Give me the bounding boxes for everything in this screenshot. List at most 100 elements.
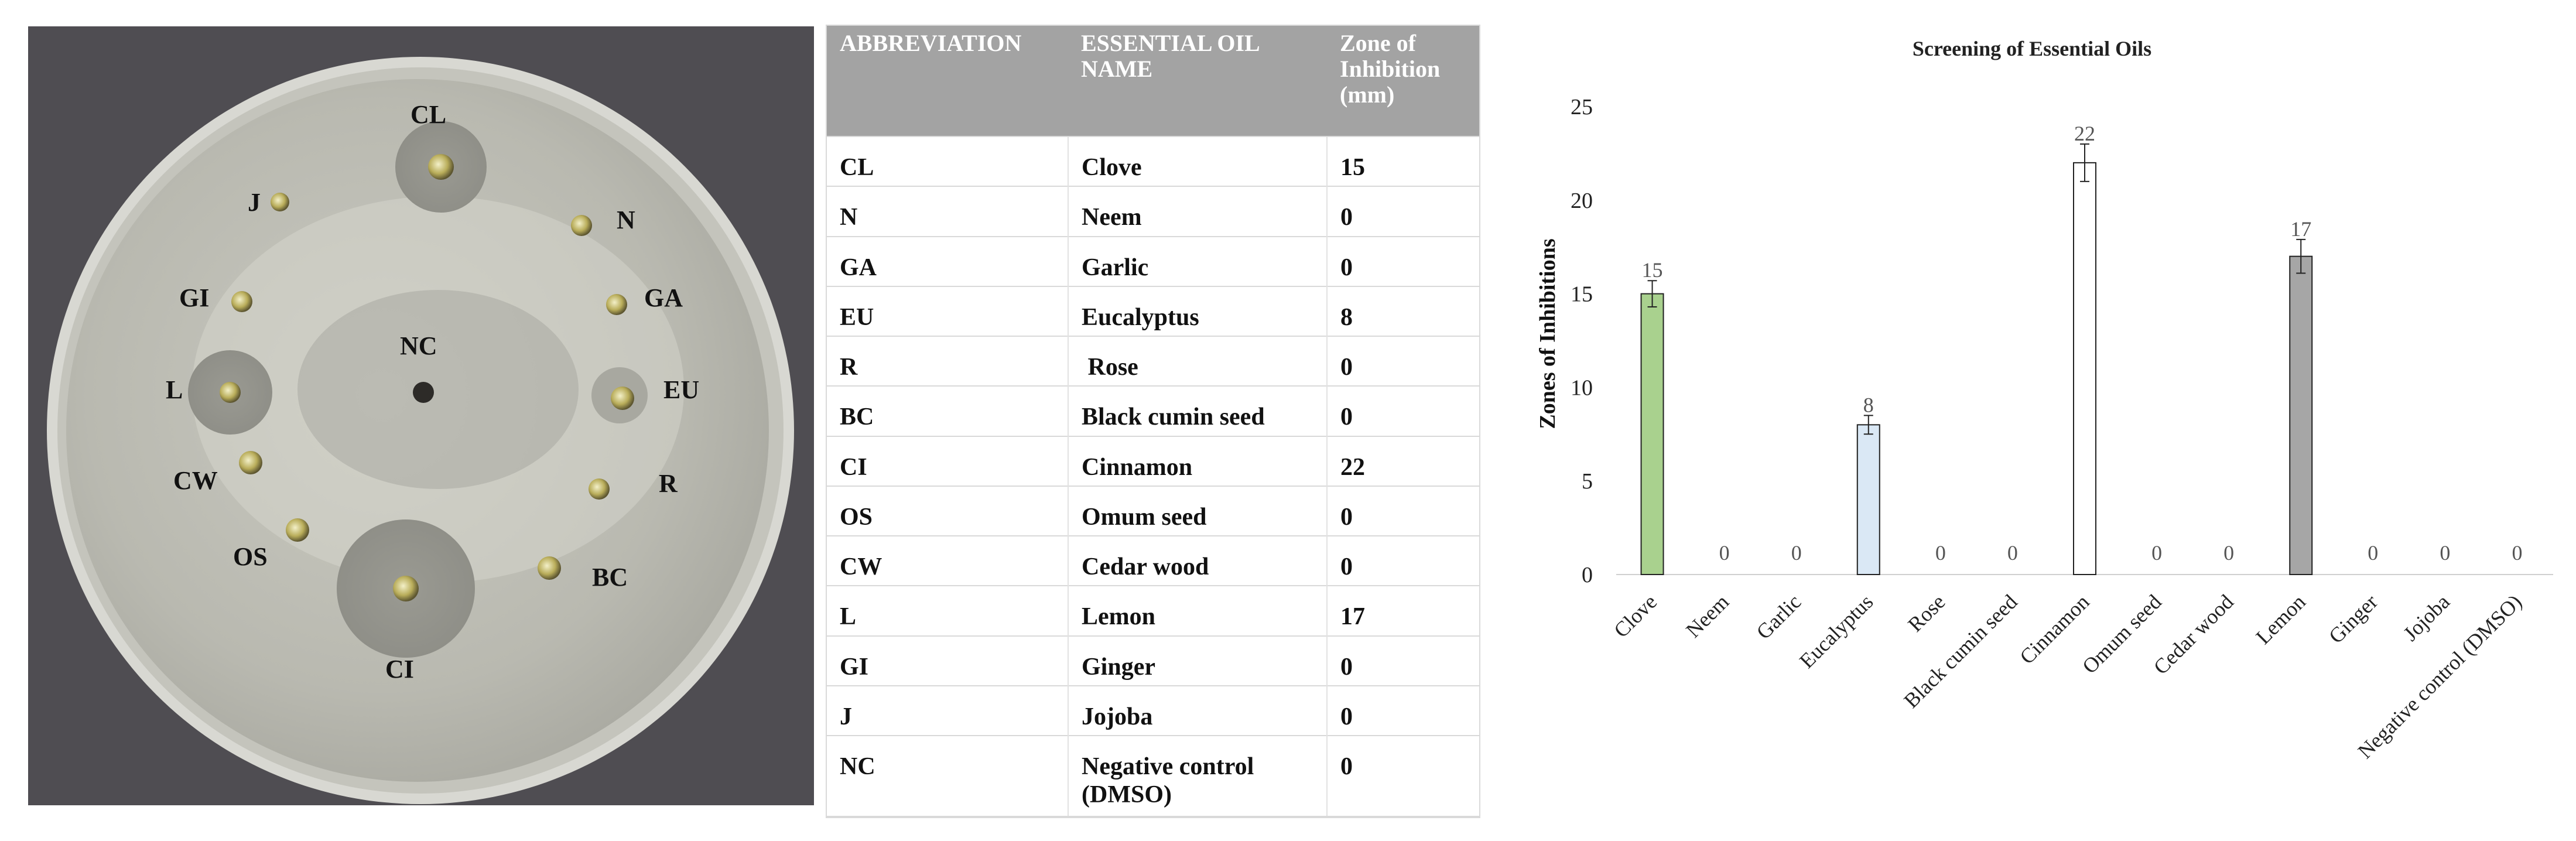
table-row: GA Garlic 0: [827, 235, 1479, 286]
category-label: Rose: [1903, 590, 1949, 636]
photo-label-eu: EU: [663, 375, 699, 404]
photo-label-nc: NC: [400, 331, 437, 360]
header-abbreviation: ABBREVIATION: [827, 26, 1068, 136]
photo-label-gi: GI: [179, 283, 209, 312]
photo-label-l: L: [166, 375, 183, 404]
data-labels: 15 0 0 8 0 0 22 0 0 17 0 0 0: [1642, 122, 2523, 565]
table-row: L Lemon 17: [827, 585, 1479, 636]
oil-table: ABBREVIATION ESSENTIAL OIL NAME Zone of …: [826, 25, 1480, 818]
error-bar: [2296, 238, 2306, 274]
table-row: NC Negative control (DMSO) 0: [827, 735, 1479, 817]
cell-abbr: BC: [827, 385, 1068, 436]
category-label: Clove: [1609, 590, 1661, 642]
bar: [2073, 162, 2096, 575]
cell-abbr: J: [827, 685, 1068, 736]
error-bars: [1647, 143, 2306, 435]
photo-label-cl: CL: [410, 100, 446, 129]
category-label: Jojoba: [2399, 590, 2454, 645]
cell-abbr: CI: [827, 435, 1068, 486]
well-ci: [393, 576, 419, 601]
well-eu: [611, 387, 634, 410]
y-tick-label: 10: [1571, 375, 1593, 400]
error-bar: [1647, 280, 1657, 307]
well-j: [271, 193, 289, 211]
cell-zone: 0: [1326, 685, 1479, 736]
y-tick-label: 20: [1571, 189, 1593, 213]
category-label: Lemon: [2251, 590, 2310, 648]
table-row: J Jojoba 0: [827, 685, 1479, 736]
table-row: CI Cinnamon 22: [827, 435, 1479, 486]
photo-label-ga: GA: [644, 283, 683, 312]
cell-zone: 0: [1326, 336, 1479, 387]
well-cw: [239, 451, 262, 474]
cell-abbr: CL: [827, 135, 1068, 187]
cell-zone: 17: [1326, 585, 1479, 636]
cell-abbr: GA: [827, 235, 1068, 286]
cell-zone: 0: [1326, 235, 1479, 286]
y-tick-label: 0: [1582, 563, 1593, 587]
photo-label-os: OS: [233, 542, 268, 571]
cell-abbr: EU: [827, 285, 1068, 337]
data-label: 0: [2512, 541, 2522, 565]
cell-name: Ginger: [1068, 635, 1327, 686]
photo-label-j: J: [248, 188, 261, 217]
cell-zone: 0: [1326, 385, 1479, 436]
cell-name: Clove: [1068, 135, 1327, 187]
cell-zone: 0: [1326, 735, 1479, 817]
header-oil-name: ESSENTIAL OIL NAME: [1068, 26, 1327, 136]
table-row: N Neem 0: [827, 186, 1479, 237]
cell-name: Lemon: [1068, 585, 1327, 636]
y-axis-ticks: 0 5 10 15 20 25: [1571, 95, 1593, 587]
cell-abbr: NC: [827, 735, 1068, 817]
table-row: CW Cedar wood 0: [827, 535, 1479, 586]
cell-zone: 0: [1326, 535, 1479, 586]
data-label: 0: [1719, 541, 1730, 565]
error-bar: [1863, 415, 1873, 435]
data-label: 17: [2290, 217, 2311, 241]
cell-abbr: N: [827, 186, 1068, 237]
table-row: CL Clove 15: [827, 135, 1479, 187]
well-ga: [606, 294, 627, 315]
cell-name: Eucalyptus: [1068, 285, 1327, 337]
screening-bar-chart: Screening of Essential Oils Zones of Inh…: [1535, 37, 2553, 763]
well-cl: [428, 154, 454, 180]
cell-zone: 0: [1326, 635, 1479, 686]
photo-label-ci: CI: [385, 655, 414, 683]
well-gi: [231, 291, 252, 312]
table-row: EU Eucalyptus 8: [827, 285, 1479, 337]
data-label: 15: [1642, 258, 1663, 282]
cell-zone: 15: [1326, 135, 1479, 187]
category-label: Ginger: [2324, 590, 2382, 648]
petri-dish-photo: CL J N GI GA NC L EU CW R OS BC CI: [28, 26, 814, 805]
data-label: 0: [2223, 541, 2234, 565]
table-row: GI Ginger 0: [827, 635, 1479, 686]
category-label: Neem: [1681, 590, 1733, 642]
cell-name: Cedar wood: [1068, 535, 1327, 586]
oil-table-grid: ABBREVIATION ESSENTIAL OIL NAME Zone of …: [827, 26, 1479, 817]
photo-label-n: N: [617, 206, 635, 234]
table-row: BC Black cumin seed 0: [827, 385, 1479, 436]
data-label: 0: [2007, 541, 2018, 565]
data-label: 0: [2151, 541, 2162, 565]
data-label: 8: [1863, 393, 1874, 416]
photo-label-cw: CW: [173, 466, 218, 495]
well-n: [571, 215, 592, 236]
error-bar: [2080, 143, 2089, 182]
well-bc: [538, 556, 561, 580]
table-row: OS Omum seed 0: [827, 485, 1479, 536]
category-label: Eucalyptus: [1795, 590, 1877, 672]
photo-label-r: R: [659, 469, 678, 498]
table-header-row: ABBREVIATION ESSENTIAL OIL NAME Zone of …: [827, 26, 1479, 136]
well-l: [220, 382, 241, 403]
data-label: 0: [1791, 541, 1802, 565]
photo-label-bc: BC: [592, 563, 628, 592]
cell-abbr: R: [827, 336, 1068, 387]
cell-zone: 22: [1326, 435, 1479, 486]
cell-name: Cinnamon: [1068, 435, 1327, 486]
cell-name: Rose: [1068, 336, 1327, 387]
cell-abbr: CW: [827, 535, 1068, 586]
category-label: Garlic: [1751, 590, 1805, 644]
bar-series: [1640, 162, 2313, 575]
data-label: 0: [2368, 541, 2378, 565]
